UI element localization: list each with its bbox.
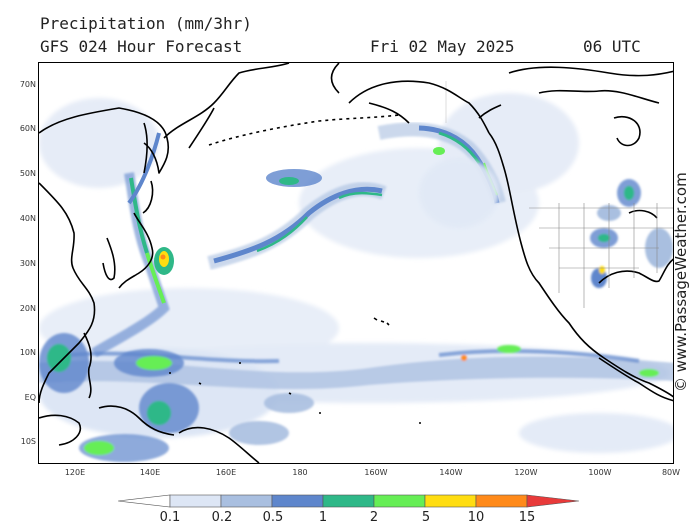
precipitation-map bbox=[38, 62, 674, 464]
colorbar-tick-0-2: 0.2 bbox=[211, 510, 233, 525]
lat-label-20n: 20N bbox=[19, 304, 36, 313]
lon-label-120e: 120E bbox=[64, 468, 86, 477]
precip-central-pacific-front bbox=[207, 169, 387, 270]
lat-label-10n: 10N bbox=[19, 348, 36, 357]
colorbar-cell bbox=[322, 494, 375, 508]
lon-label-140w: 140W bbox=[439, 468, 463, 477]
colorbar-cell bbox=[271, 494, 324, 508]
colorbar bbox=[118, 494, 580, 508]
forecast-model-label: GFS 024 Hour Forecast bbox=[40, 37, 243, 56]
lat-label-40n: 40N bbox=[19, 214, 36, 223]
colorbar-cell bbox=[220, 494, 273, 508]
colorbar-tick-10: 10 bbox=[467, 510, 485, 525]
lat-label-10s: 10S bbox=[20, 437, 36, 446]
precip-northeast-pacific-front bbox=[377, 122, 506, 228]
state-borders bbox=[529, 203, 673, 308]
colorbar-tick-0-1: 0.1 bbox=[159, 510, 181, 525]
lat-label-50n: 50N bbox=[19, 169, 36, 178]
colorbar-tick-15: 15 bbox=[518, 510, 536, 525]
forecast-date: Fri 02 May 2025 bbox=[370, 37, 515, 56]
map-title: Precipitation (mm/3hr) bbox=[40, 14, 252, 33]
lon-label-180: 180 bbox=[292, 468, 308, 477]
lon-label-160e: 160E bbox=[215, 468, 237, 477]
lon-label-80w: 80W bbox=[661, 468, 681, 477]
map-canvas bbox=[39, 63, 673, 463]
colorbar-cell bbox=[475, 494, 528, 508]
lon-label-140e: 140E bbox=[139, 468, 161, 477]
lat-label-eq: EQ bbox=[24, 393, 36, 402]
lat-label-60n: 60N bbox=[19, 124, 36, 133]
colorbar-tick-5: 5 bbox=[421, 510, 431, 525]
precip-west-pacific bbox=[39, 333, 314, 462]
colorbar-tick-1: 1 bbox=[318, 510, 328, 525]
lat-label-30n: 30N bbox=[19, 259, 36, 268]
copyright-credit: © www.PassageWeather.com bbox=[672, 172, 690, 392]
colorbar-cell-under bbox=[118, 494, 171, 508]
lon-label-100w: 100W bbox=[588, 468, 612, 477]
colorbar-cell bbox=[373, 494, 426, 508]
lat-label-70n: 70N bbox=[19, 80, 36, 89]
precip-itcz-band bbox=[39, 345, 673, 390]
forecast-time: 06 UTC bbox=[583, 37, 641, 56]
colorbar-cell bbox=[169, 494, 222, 508]
colorbar-tick-0-5: 0.5 bbox=[262, 510, 284, 525]
coastlines bbox=[39, 63, 673, 463]
precip-light-areas bbox=[39, 93, 673, 453]
lon-label-160w: 160W bbox=[364, 468, 388, 477]
colorbar-tick-2: 2 bbox=[369, 510, 379, 525]
lon-label-120w: 120W bbox=[514, 468, 538, 477]
colorbar-cell bbox=[424, 494, 477, 508]
colorbar-cell-over bbox=[526, 494, 580, 508]
